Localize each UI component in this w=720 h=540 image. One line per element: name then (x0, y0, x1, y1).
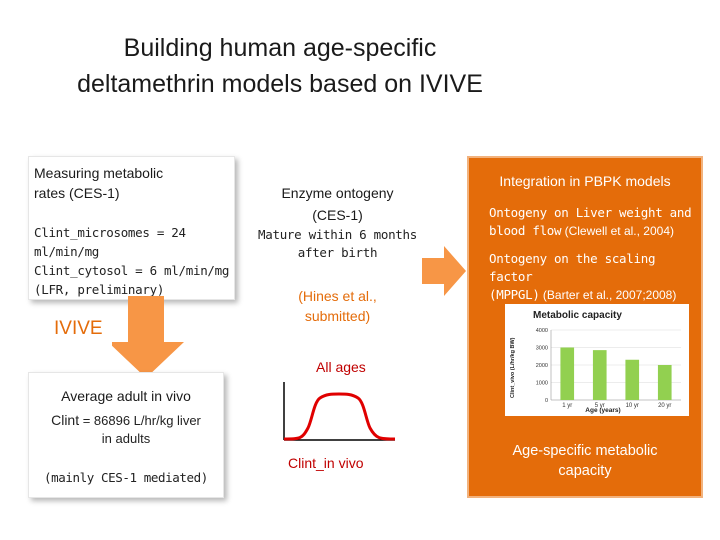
slide-title: Building human age-specific deltamethrin… (0, 30, 560, 102)
pbpk-item-scaling-text: (MPPGL) (489, 287, 540, 302)
down-arrow-icon (112, 296, 184, 378)
ontogeny-sub-line-1: Mature within 6 months (258, 227, 417, 242)
right-arrow-icon (422, 246, 466, 296)
measuring-heading: Measuring metabolic rates (CES-1) (34, 163, 230, 203)
ontogeny-ref-line-2: submitted) (304, 308, 371, 324)
title-line-2: deltamethrin models based on IVIVE (77, 70, 483, 98)
pbpk-item-liver-line-1: Ontogeny on Liver weight and (489, 205, 692, 220)
clint-cytosol-line: Clint_cytosol = 6 ml/min/mg (34, 263, 230, 278)
ontogeny-sub-line-2: after birth (297, 245, 378, 260)
measuring-heading-line-1: Measuring metabolic (34, 165, 164, 181)
ontogeny-heading-line-1: Enzyme ontogeny (281, 185, 394, 201)
adult-clint-prefix: Clint (51, 412, 80, 428)
chart-bar (592, 350, 607, 400)
measuring-rates-box: Measuring metabolic rates (CES-1) Clint_… (28, 156, 235, 300)
ontogeny-curve (283, 392, 396, 441)
clint-microsomes-unit: ml/min/mg (34, 244, 100, 259)
chart-xtick-label: 20 yr (658, 403, 671, 409)
pbpk-item-scaling-line-2: (MPPGL) (Barter et al., 2007;2008) (489, 286, 695, 304)
pbpk-footer: Age-specific metabolic capacity (469, 441, 701, 481)
clint-in-vivo-label: Clint_in vivo (288, 455, 364, 471)
pbpk-item-liver-citation: (Clewell et al., 2004) (561, 224, 674, 238)
pbpk-item-liver-line-2: blood flow (Clewell et al., 2004) (489, 222, 695, 240)
title-line-1: Building human age-specific (123, 34, 437, 62)
chart-title: Metabolic capacity (533, 310, 622, 321)
chart-xtick-label: 10 yr (626, 403, 639, 409)
pbpk-item-scaling: Ontogeny on the scaling factor (MPPGL) (… (489, 250, 695, 304)
clint-microsomes-line: Clint_microsomes = 24 (34, 225, 186, 240)
chart-xtick-label: 1 yr (562, 403, 572, 409)
chart-bar (625, 359, 640, 400)
ontogeny-ref-line-1: (Hines et al., (298, 288, 377, 304)
pbpk-item-liver: Ontogeny on Liver weight and blood flow … (489, 204, 695, 240)
chart-xtick-label: 5 yr (595, 403, 605, 409)
lfr-note: (LFR, preliminary) (34, 282, 165, 297)
pbpk-footer-line-2: capacity (558, 463, 612, 479)
adult-in-vivo-box: Average adult in vivo Clint = 86896 L/hr… (28, 372, 224, 498)
ontogeny-curve-plot (283, 382, 396, 441)
pbpk-item-liver-text: blood flow (489, 223, 562, 238)
metabolic-capacity-chart-svg: Metabolic capacity Clint_vivo (L/hr/kg B… (510, 310, 681, 414)
ontogeny-reference: (Hines et al., submitted) (250, 286, 425, 326)
all-ages-label: All ages (316, 359, 366, 375)
measuring-values: Clint_microsomes = 24 ml/min/mg Clint_cy… (34, 223, 232, 299)
adult-clint-value: = 86896 L/hr/kg liver (79, 413, 201, 428)
adult-clint-line-2: in adults (101, 431, 151, 446)
chart-bar (560, 347, 575, 400)
ontogeny-heading-line-2: (CES-1) (312, 207, 363, 223)
ontogeny-subtext: Mature within 6 months after birth (250, 226, 425, 262)
measuring-heading-line-2: rates (CES-1) (34, 185, 120, 201)
adult-clint-line: Clint = 86896 L/hr/kg liver (29, 411, 223, 430)
chart-ytick-label: 3000 (536, 346, 548, 352)
pbpk-footer-line-1: Age-specific metabolic (512, 443, 658, 459)
chart-ytick-label: 4000 (536, 328, 548, 334)
chart-xlabel: Age (years) (585, 407, 620, 414)
adult-heading: Average adult in vivo (61, 388, 191, 404)
chart-marks: 0 1000 2000 3000 4000 1 yr 5 yr 10 yr 20 yr (536, 328, 681, 409)
chart-ylabel: Clint_vivo (L/hr/kg BW) (510, 337, 516, 398)
chart-bar (657, 365, 672, 400)
ontogeny-heading: Enzyme ontogeny (CES-1) (250, 182, 425, 226)
pbpk-heading: Integration in PBPK models (499, 173, 671, 189)
adult-note: (mainly CES-1 mediated) (44, 470, 208, 485)
chart-ytick-label: 0 (545, 398, 548, 404)
pbpk-integration-box: Integration in PBPK models Ontogeny on L… (467, 156, 703, 498)
pbpk-item-scaling-line-1: Ontogeny on the scaling factor (489, 251, 656, 284)
chart-ytick-label: 1000 (536, 381, 548, 387)
metabolic-capacity-chart: Metabolic capacity Clint_vivo (L/hr/kg B… (505, 304, 689, 416)
ivive-label: IVIVE (54, 318, 103, 339)
pbpk-item-scaling-citation: (Barter et al., 2007;2008) (539, 288, 677, 302)
chart-ytick-label: 2000 (536, 363, 548, 369)
